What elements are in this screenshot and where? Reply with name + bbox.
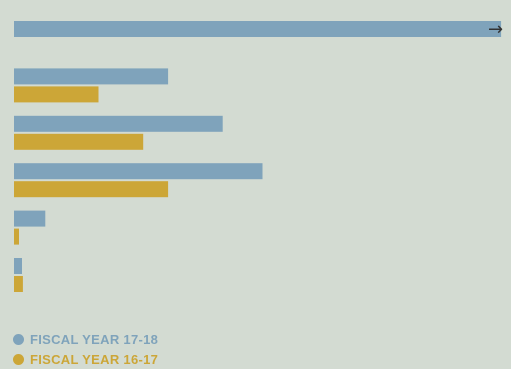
legend-swatch-fy17-18 — [13, 333, 24, 345]
legend-item-fy17-18: FISCAL YEAR 17-18 — [13, 329, 158, 349]
legend-label-fy16-17: FISCAL YEAR 16-17 — [30, 351, 159, 367]
legend-swatch-fy16-17 — [13, 353, 24, 365]
legend: FISCAL YEAR 17-18 FISCAL YEAR 16-17 — [13, 329, 158, 369]
legend-item-fy16-17: FISCAL YEAR 16-17 — [13, 349, 158, 369]
bar-series1-group1 — [14, 86, 99, 103]
bar-series0-group1 — [14, 68, 169, 85]
overflow-arrow-icon: → — [488, 19, 503, 40]
bar-series1-group4 — [14, 228, 19, 245]
bar-series1-group3 — [14, 181, 169, 198]
bar-series0-group2 — [14, 115, 223, 132]
bar-series1-group2 — [14, 133, 144, 150]
bar-series0-group4 — [14, 210, 46, 227]
bar-series0-group5 — [14, 258, 22, 274]
bar-series0-group3 — [14, 163, 263, 180]
bar-series1-group5 — [14, 276, 23, 292]
bar-series0-group0 — [14, 21, 502, 37]
legend-label-fy17-18: FISCAL YEAR 17-18 — [30, 331, 159, 347]
